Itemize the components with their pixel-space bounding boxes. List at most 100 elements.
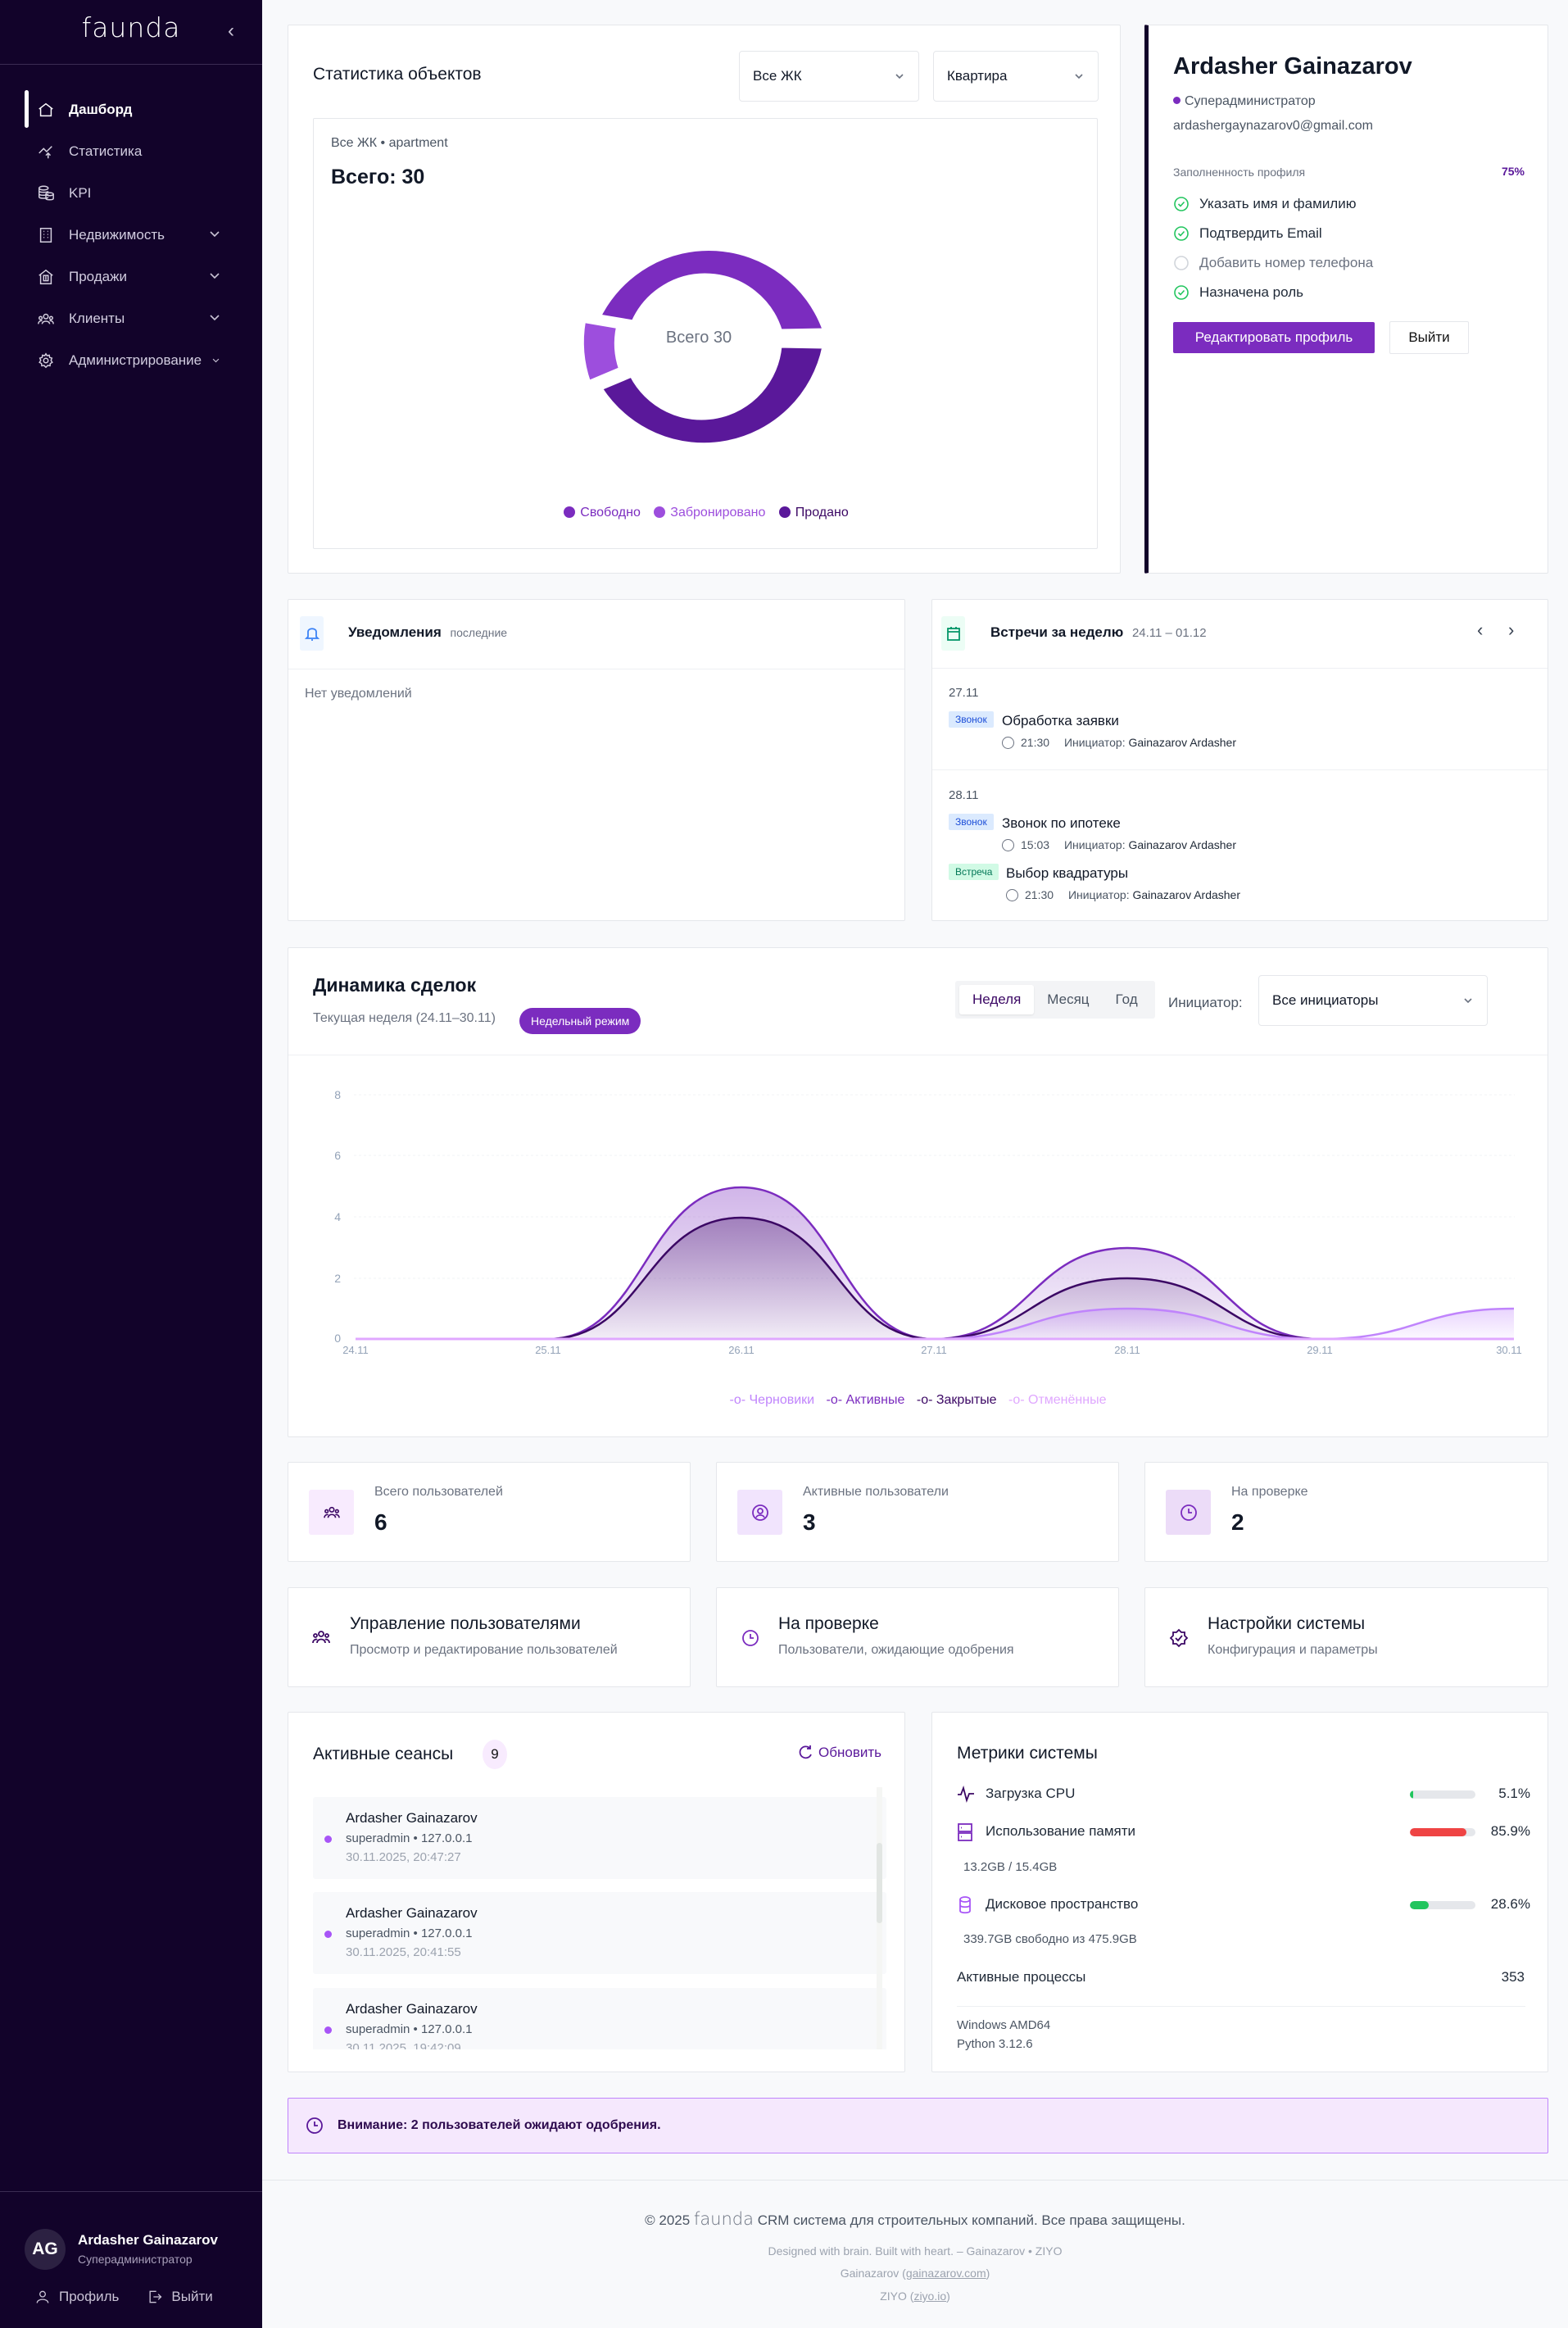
sidebar-item-real-estate[interactable]: Недвижимость: [0, 214, 262, 256]
legend-item-reserved[interactable]: Забронировано: [654, 506, 765, 520]
chevron-down-icon[interactable]: [208, 311, 221, 328]
logout-link[interactable]: Выйти: [147, 2289, 213, 2305]
session-user: Ardasher Gainazarov: [346, 1905, 478, 1921]
svg-text:28.11: 28.11: [1114, 1344, 1140, 1356]
stat-card-active-users[interactable]: Активные пользователи 3: [716, 1462, 1119, 1562]
event-title: Обработка заявки: [1002, 713, 1119, 728]
session-item[interactable]: Ardasher Gainazarov superadmin • 127.0.0…: [313, 1797, 886, 1879]
legend-item-active[interactable]: -o- Активные: [826, 1393, 905, 1407]
complex-select[interactable]: Все ЖК: [739, 51, 919, 102]
refresh-button[interactable]: Обновить: [797, 1744, 881, 1762]
sidebar-item-label: Статистика: [69, 143, 143, 159]
initiator-select[interactable]: Все инициаторы: [1258, 975, 1488, 1026]
server-icon: [958, 1823, 972, 1841]
sidebar-item-administration[interactable]: Администрирование: [0, 339, 262, 381]
checklist-item: Указать имя и фамилию: [1173, 189, 1373, 219]
link-card-system-settings[interactable]: Настройки системы Конфигурация и парамет…: [1144, 1587, 1548, 1687]
deals-area-chart[interactable]: 8 6 4 2 0 24.11 25.11 26.11 27.11 28.1: [288, 1055, 1548, 1383]
sessions-list[interactable]: Ardasher Gainazarov superadmin • 127.0.0…: [288, 1787, 904, 2049]
svg-text:4: 4: [334, 1210, 341, 1223]
checklist-item: Назначена роль: [1173, 278, 1373, 307]
scrollbar-thumb[interactable]: [877, 1843, 882, 1923]
meeting-item[interactable]: Встреча Выбор квадратуры 21:30 Инициатор…: [949, 864, 1522, 901]
meetings-title: Встречи за неделю 24.11 – 01.12: [990, 624, 1207, 640]
sidebar-item-kpi[interactable]: KPI: [0, 172, 262, 214]
status-dot: [324, 2026, 332, 2034]
logout-label: Выйти: [171, 2289, 213, 2304]
tab-year[interactable]: Год: [1115, 992, 1138, 1007]
users-icon: [36, 309, 56, 329]
session-item[interactable]: Ardasher Gainazarov superadmin • 127.0.0…: [313, 1892, 886, 1974]
empty-circle-icon: [1174, 256, 1189, 270]
profile-label: Профиль: [59, 2289, 120, 2304]
legend-item-drafts[interactable]: -o- Черновики: [729, 1393, 815, 1407]
svg-text:24.11: 24.11: [342, 1344, 369, 1356]
prev-week-button[interactable]: ‹: [1477, 619, 1483, 641]
sidebar-item-sales[interactable]: Продажи: [0, 256, 262, 297]
alert-text: Внимание: 2 пользователей ожидают одобре…: [338, 2118, 661, 2132]
checklist-item: Добавить номер телефона: [1173, 248, 1373, 278]
home-icon: [36, 100, 56, 120]
link-card-pending[interactable]: На проверке Пользователи, ожидающие одоб…: [716, 1587, 1119, 1687]
ziyo-link[interactable]: ziyo.io: [913, 2289, 947, 2303]
logo[interactable]: faunda: [81, 11, 181, 43]
sidebar-item-dashboard[interactable]: Дашборд: [0, 88, 262, 130]
divider: [932, 769, 1548, 770]
stat-value: 3: [803, 1509, 816, 1535]
meeting-item[interactable]: Звонок Звонок по ипотеке 15:03 Инициатор…: [949, 814, 1522, 851]
legend-item-free[interactable]: Свободно: [564, 506, 641, 520]
python-info: Python 3.12.6: [957, 2037, 1033, 2051]
sessions-count-badge: 9: [483, 1740, 507, 1769]
donut-chart[interactable]: Всего 30: [574, 222, 836, 443]
scrollbar-track[interactable]: [877, 1787, 882, 2049]
stat-label: Всего пользователей: [374, 1485, 503, 1499]
sidebar-item-statistics[interactable]: Статистика: [0, 130, 262, 172]
legend-dot: [654, 506, 666, 518]
metric-disk: Дисковое пространство 28.6%: [957, 1894, 1530, 1918]
stat-card-pending[interactable]: На проверке 2: [1144, 1462, 1548, 1562]
event-type-badge: Встреча: [949, 864, 999, 880]
legend-item-sold[interactable]: Продано: [778, 506, 849, 520]
processes-label: Активные процессы: [957, 1969, 1086, 1985]
chevron-down-icon[interactable]: [208, 227, 221, 244]
chevron-down-icon[interactable]: [211, 352, 220, 369]
stat-label: Активные пользователи: [803, 1485, 949, 1499]
tab-month[interactable]: Месяц: [1047, 992, 1090, 1007]
metrics-title: Метрики системы: [957, 1744, 1098, 1763]
sidebar-item-label: KPI: [69, 184, 92, 201]
footer-copyright: © 2025 faunda CRM система для строительн…: [645, 2209, 1185, 2229]
avatar[interactable]: AG: [25, 2229, 66, 2270]
logout-button[interactable]: Выйти: [1389, 321, 1469, 354]
profile-link[interactable]: Профиль: [34, 2289, 119, 2305]
gainazarov-link[interactable]: gainazarov.com: [905, 2267, 986, 2280]
series-active-line: [356, 1186, 1514, 1341]
edit-profile-button[interactable]: Редактировать профиль: [1173, 322, 1375, 353]
property-type-select[interactable]: Квартира: [933, 51, 1099, 102]
legend-item-cancelled[interactable]: -o- Отменённые: [1008, 1393, 1107, 1407]
sessions-title: Активные сеансы: [313, 1745, 454, 1763]
stat-card-total-users[interactable]: Всего пользователей 6: [288, 1462, 691, 1562]
check-circle-icon: [1174, 226, 1189, 241]
legend-dot: [564, 506, 576, 518]
footer-tagline: Designed with brain. Built with heart. –…: [768, 2244, 1063, 2258]
chevron-down-icon: [1073, 70, 1085, 86]
disk-detail: 339.7GB свободно из 475.9GB: [963, 1932, 1137, 1946]
chevron-down-icon[interactable]: [208, 269, 221, 286]
footer-credit-ziyo: ZIYO (ziyo.io): [880, 2289, 950, 2303]
stat-value: 2: [1231, 1509, 1244, 1535]
session-item[interactable]: Ardasher Gainazarov superadmin • 127.0.0…: [313, 1988, 886, 2049]
meeting-item[interactable]: Звонок Обработка заявки 21:30 Инициатор:…: [949, 711, 1522, 749]
tab-week[interactable]: Неделя: [959, 985, 1035, 1014]
meetings-card: Встречи за неделю 24.11 – 01.12 ‹ › 27.1…: [931, 599, 1548, 921]
sidebar-item-label: Недвижимость: [69, 226, 165, 243]
sidebar-item-clients[interactable]: Клиенты: [0, 297, 262, 339]
checklist-item: Подтвердить Email: [1173, 219, 1373, 248]
next-week-button[interactable]: ›: [1508, 619, 1514, 641]
status-dot: [324, 1836, 332, 1843]
chevron-down-icon: [1462, 994, 1474, 1010]
series-active-area: [356, 1187, 1514, 1339]
collapse-sidebar-button[interactable]: ‹: [228, 20, 234, 43]
legend-item-closed[interactable]: -o- Закрытые: [916, 1393, 997, 1407]
weekly-mode-badge: Недельный режим: [519, 1008, 641, 1034]
link-card-user-management[interactable]: Управление пользователями Просмотр и ред…: [288, 1587, 691, 1687]
